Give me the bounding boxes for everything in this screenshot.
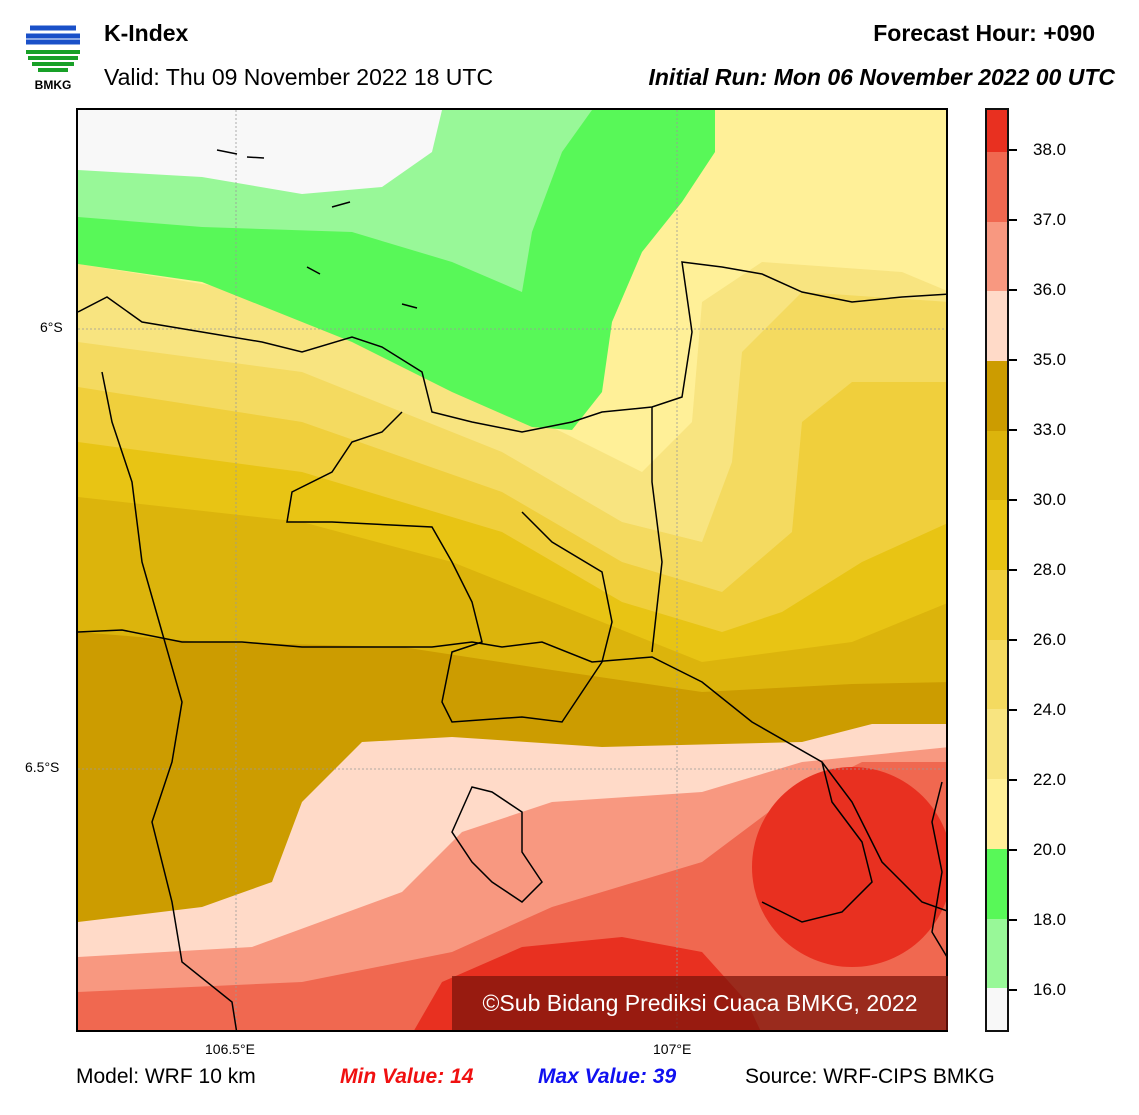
colorbar-tick-label: 38.0 [1033, 140, 1067, 159]
max-value: Max Value: 39 [538, 1065, 677, 1088]
colorbar-tick [1009, 989, 1017, 991]
colorbar-tick-label: 22.0 [1033, 770, 1067, 789]
colorbar-tick-label: 37.0 [1033, 210, 1067, 229]
colorbar-tick [1009, 359, 1017, 361]
colorbar-tick-label: 26.0 [1033, 630, 1067, 649]
colorbar-tick-label: 20.0 [1033, 840, 1067, 859]
colorbar-segment [987, 500, 1007, 571]
colorbar-segment [987, 709, 1007, 780]
watermark: ©Sub Bidang Prediksi Cuaca BMKG, 2022 [452, 976, 948, 1030]
lat-label: 6.5°S [25, 759, 60, 775]
colorbar-tick-label: 30.0 [1033, 490, 1067, 509]
colorbar-segment [987, 639, 1007, 710]
band-38-plus [752, 767, 946, 967]
bmkg-logo: BMKG [22, 14, 84, 92]
colorbar-tick-label: 36.0 [1033, 280, 1067, 299]
colorbar-segment [987, 779, 1007, 849]
graticule [78, 110, 946, 1030]
valid-time: Valid: Thu 09 November 2022 18 UTC [104, 64, 494, 90]
lat-label: 6°S [40, 319, 63, 335]
svg-text:BMKG: BMKG [35, 78, 72, 92]
colorbar-tick-label: 28.0 [1033, 560, 1067, 579]
colorbar-tick [1009, 639, 1017, 641]
initial-run: Initial Run: Mon 06 November 2022 00 UTC [648, 64, 1115, 90]
colorbar-segment [987, 221, 1007, 292]
band-below-16 [78, 110, 442, 194]
k-index-map [76, 108, 948, 1032]
colorbar-segment [987, 360, 1007, 431]
colorbar-segment [987, 848, 1007, 919]
colorbar-tick-label: 35.0 [1033, 350, 1067, 369]
colorbar-tick [1009, 219, 1017, 221]
chart-title: K-Index [104, 20, 189, 46]
colorbar-tick [1009, 779, 1017, 781]
colorbar-tick-label: 18.0 [1033, 910, 1067, 929]
colorbar-tick [1009, 569, 1017, 571]
model-label: Model: WRF 10 km [76, 1065, 256, 1088]
lon-label: 106.5°E [205, 1041, 255, 1057]
colorbar-tick [1009, 149, 1017, 151]
colorbar-tick [1009, 499, 1017, 501]
lon-label: 107°E [653, 1041, 692, 1057]
colorbar-tick-label: 33.0 [1033, 420, 1067, 439]
min-value: Min Value: 14 [340, 1065, 474, 1088]
source-label: Source: WRF-CIPS BMKG [745, 1065, 995, 1088]
colorbar-segment [987, 570, 1007, 640]
colorbar-tick [1009, 709, 1017, 711]
band-37-38 [78, 762, 946, 1030]
colorbar-tick [1009, 429, 1017, 431]
colorbar-tick-label: 24.0 [1033, 700, 1067, 719]
forecast-hour: Forecast Hour: +090 [873, 20, 1095, 46]
colorbar-segment [987, 430, 1007, 501]
colorbar [985, 108, 1009, 1032]
colorbar-segment [987, 988, 1007, 1031]
coastlines-and-borders [78, 149, 946, 1030]
colorbar-tick [1009, 919, 1017, 921]
colorbar-tick-label: 16.0 [1033, 980, 1067, 999]
colorbar-tick [1009, 289, 1017, 291]
colorbar-segment [987, 918, 1007, 989]
colorbar-segment [987, 151, 1007, 222]
colorbar-segment [987, 291, 1007, 361]
colorbar-segment [987, 110, 1007, 152]
colorbar-tick [1009, 849, 1017, 851]
